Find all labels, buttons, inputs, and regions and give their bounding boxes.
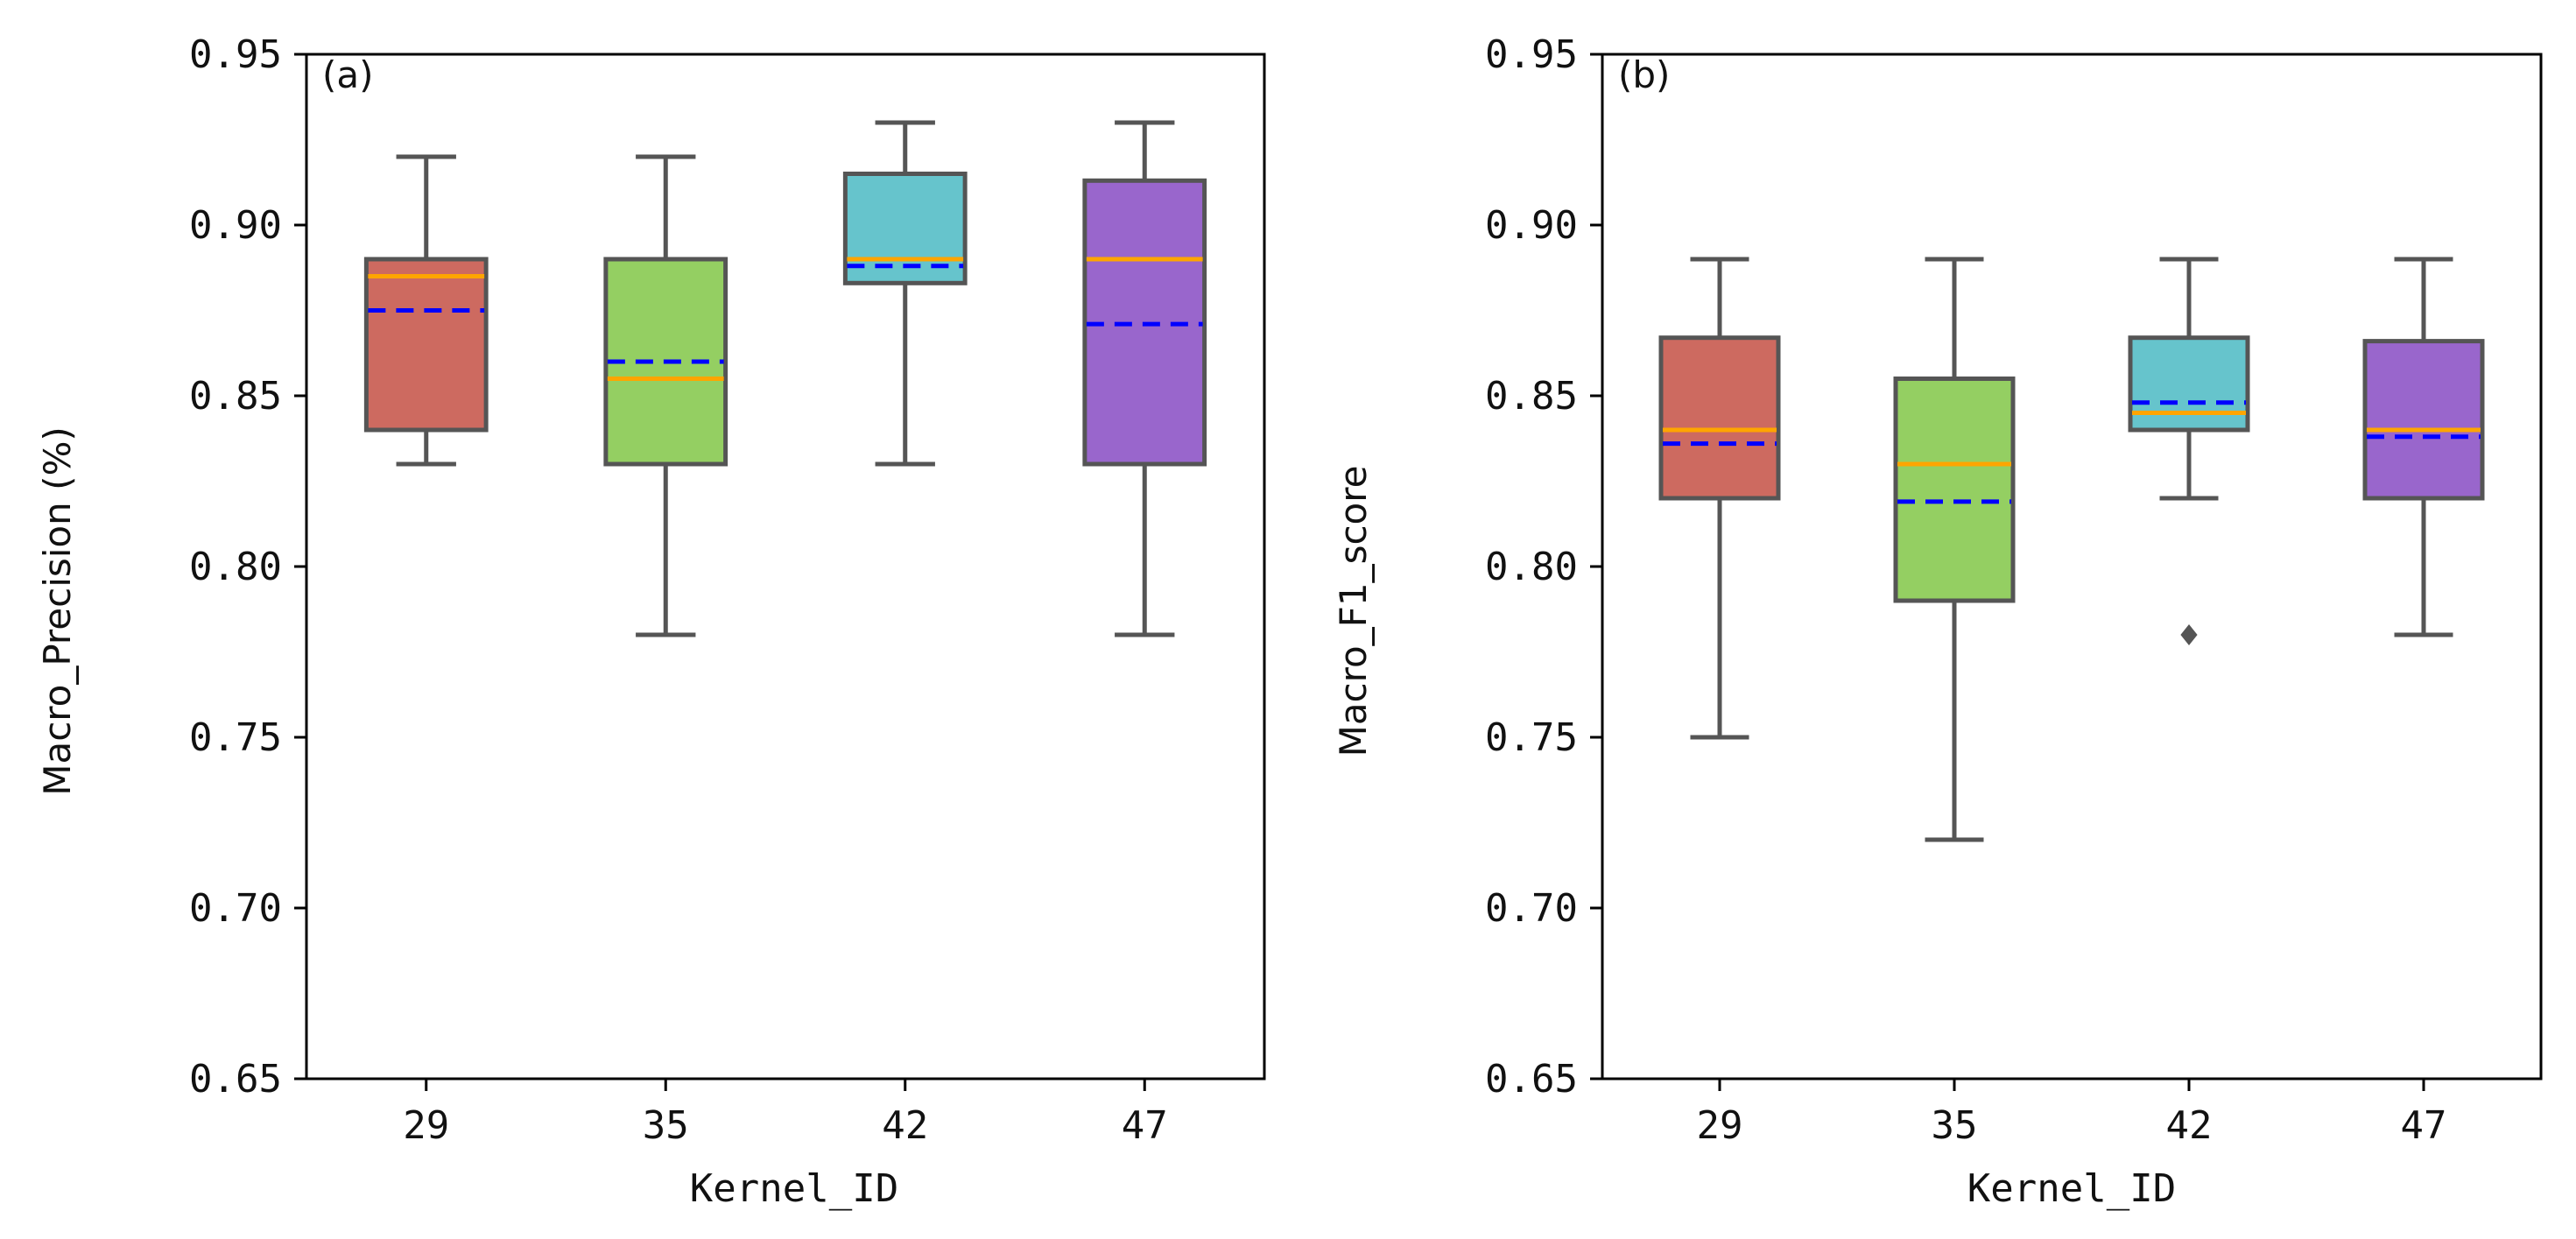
- panel-a-ytick-label: 0.85: [189, 374, 282, 419]
- panel-b-47-box: [2362, 339, 2485, 501]
- panel-b-ytick-label: 0.95: [1485, 32, 1578, 77]
- panel-b-42-flier-point: [2180, 624, 2198, 645]
- panel-b-29-xtick-label: 29: [1697, 1103, 1743, 1148]
- panel-a-label: (a): [322, 53, 374, 96]
- panel-b-42-box: [2128, 335, 2250, 433]
- panel-b: (b) Kernel_ID Macro_F1_score 0.65 0.70 0.7…: [1332, 32, 2543, 1211]
- panel-b-ylabel: Macro_F1_score: [1332, 466, 1375, 757]
- panel-b-xlabel: Kernel_ID: [1967, 1166, 2176, 1211]
- panel-a: (a) Kernel_ID Macro_Precision (%) 0.65 0.…: [36, 32, 1266, 1211]
- panel-a-42-xtick-label: 42: [882, 1103, 928, 1148]
- panel-a-ytick-label: 0.65: [189, 1057, 282, 1102]
- panel-b-42-xtick-label: 42: [2166, 1103, 2213, 1148]
- panel-b-29-box: [1658, 335, 1781, 501]
- panel-b-ytick-label: 0.65: [1485, 1057, 1578, 1102]
- panel-b-35-box: [1893, 377, 2016, 603]
- panel-a-ytick-label: 0.75: [189, 715, 282, 760]
- panel-a-ylabel: Macro_Precision (%): [36, 426, 79, 796]
- panel-b-frame: [1601, 53, 2543, 1081]
- panel-b-ytick-label: 0.85: [1485, 374, 1578, 419]
- panel-a-ytick-label: 0.90: [189, 203, 282, 248]
- panel-a-47-xtick-label: 47: [1122, 1103, 1168, 1148]
- panel-a-ytick-label: 0.95: [189, 32, 282, 77]
- panel-b-ytick-label: 0.75: [1485, 715, 1578, 760]
- panel-b-35-xtick-label: 35: [1932, 1103, 1978, 1148]
- panel-a-ytick-label: 0.70: [189, 886, 282, 931]
- panel-b-ytick-label: 0.80: [1485, 545, 1578, 589]
- panel-a-35-xtick-label: 35: [643, 1103, 689, 1148]
- panel-b-ytick-label: 0.70: [1485, 886, 1578, 931]
- panel-b-ytick-label: 0.90: [1485, 203, 1578, 248]
- panel-b-label: (b): [1618, 53, 1670, 96]
- panel-b-47-xtick-label: 47: [2401, 1103, 2447, 1148]
- panel-a-xlabel: Kernel_ID: [690, 1166, 898, 1211]
- panel-a-ytick-label: 0.80: [189, 545, 282, 589]
- panel-a-29-box: [363, 257, 489, 433]
- panel-a-29-xtick-label: 29: [403, 1103, 449, 1148]
